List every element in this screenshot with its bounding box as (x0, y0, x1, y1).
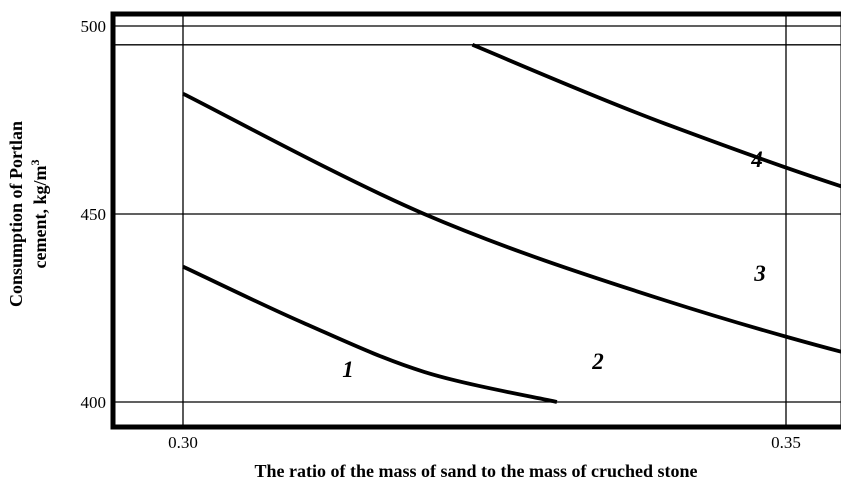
y-tick-label-2: 500 (81, 17, 107, 36)
curve-1 (182, 264, 558, 404)
curve-label-3: 3 (753, 261, 766, 286)
y-axis-label: Consumption of Portlan cement, kg/m3 (6, 121, 50, 307)
svg-text:cement, kg/m3: cement, kg/m3 (28, 160, 50, 269)
svg-text:Consumption of Portlan: Consumption of Portlan (6, 121, 26, 307)
y-axis-label-line1: Consumption of Portlan (6, 121, 26, 307)
curve-label-4: 4 (750, 147, 763, 172)
plot-frame (110, 11, 841, 430)
curve-label-2: 2 (591, 349, 604, 374)
y-axis-label-superscript: 3 (28, 160, 42, 166)
x-tick-label-0: 0.30 (168, 433, 198, 452)
y-tick-label-1: 450 (81, 205, 107, 224)
curve-label-1: 1 (342, 357, 354, 382)
grid (113, 14, 841, 427)
curve-label-layer: 1 2 3 4 (342, 147, 766, 382)
y-axis-label-line2: cement, kg/m (30, 166, 50, 269)
x-axis-label: The ratio of the mass of sand to the mas… (255, 461, 698, 481)
tick-layer: 0.300.350,40400450500 (81, 17, 801, 452)
curve-2 (182, 91, 841, 354)
series-layer (182, 43, 841, 404)
curve-3 (471, 43, 841, 189)
y-tick-label-0: 400 (81, 393, 107, 412)
x-tick-label-1: 0.35 (771, 433, 801, 452)
